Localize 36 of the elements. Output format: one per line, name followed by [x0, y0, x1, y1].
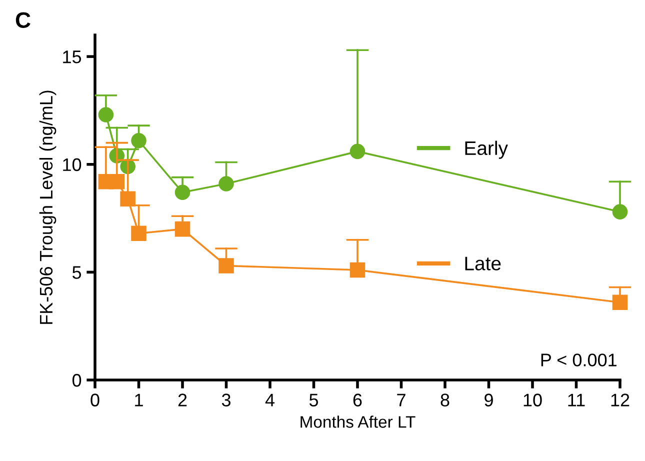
- point: [350, 262, 366, 278]
- x-tick-label: 11: [568, 394, 585, 406]
- x-axis-title: Months After LT: [300, 416, 416, 428]
- x-tick-label: 0: [90, 394, 100, 406]
- chart-title: C: [16, 12, 30, 28]
- y-axis-title: FK-506 Trough Level (ng/mL): [39, 90, 56, 324]
- legend-label: Late: [465, 256, 501, 270]
- x-tick-label: 3: [222, 394, 230, 406]
- x-tick-label: 7: [397, 394, 406, 406]
- point: [131, 226, 146, 242]
- point: [174, 221, 190, 237]
- x-tick-label: 12: [611, 394, 630, 406]
- x-tick-label: 5: [309, 394, 318, 406]
- x-tick-label: 2: [178, 394, 187, 406]
- point: [612, 204, 628, 220]
- point: [218, 176, 234, 192]
- x-tick-label: 1: [135, 394, 143, 406]
- x-tick-label: 6: [353, 394, 362, 406]
- y-tick-label: 15: [63, 50, 82, 64]
- point: [350, 144, 366, 160]
- point: [218, 258, 234, 274]
- point: [174, 184, 190, 200]
- y-tick-label: 0: [72, 374, 82, 387]
- x-tick-label: 10: [524, 394, 542, 406]
- point: [109, 174, 125, 190]
- x-tick-label: 9: [484, 394, 493, 406]
- point: [120, 191, 136, 207]
- point: [98, 107, 114, 122]
- x-tick-label: 4: [265, 394, 274, 406]
- point: [131, 133, 146, 148]
- y-tick-label: 5: [72, 266, 82, 279]
- annotation: P < 0.001: [541, 354, 616, 366]
- point: [612, 294, 628, 310]
- x-tick-label: 8: [440, 394, 450, 406]
- legend-label: Early: [465, 140, 508, 159]
- y-tick-label: 10: [63, 158, 82, 172]
